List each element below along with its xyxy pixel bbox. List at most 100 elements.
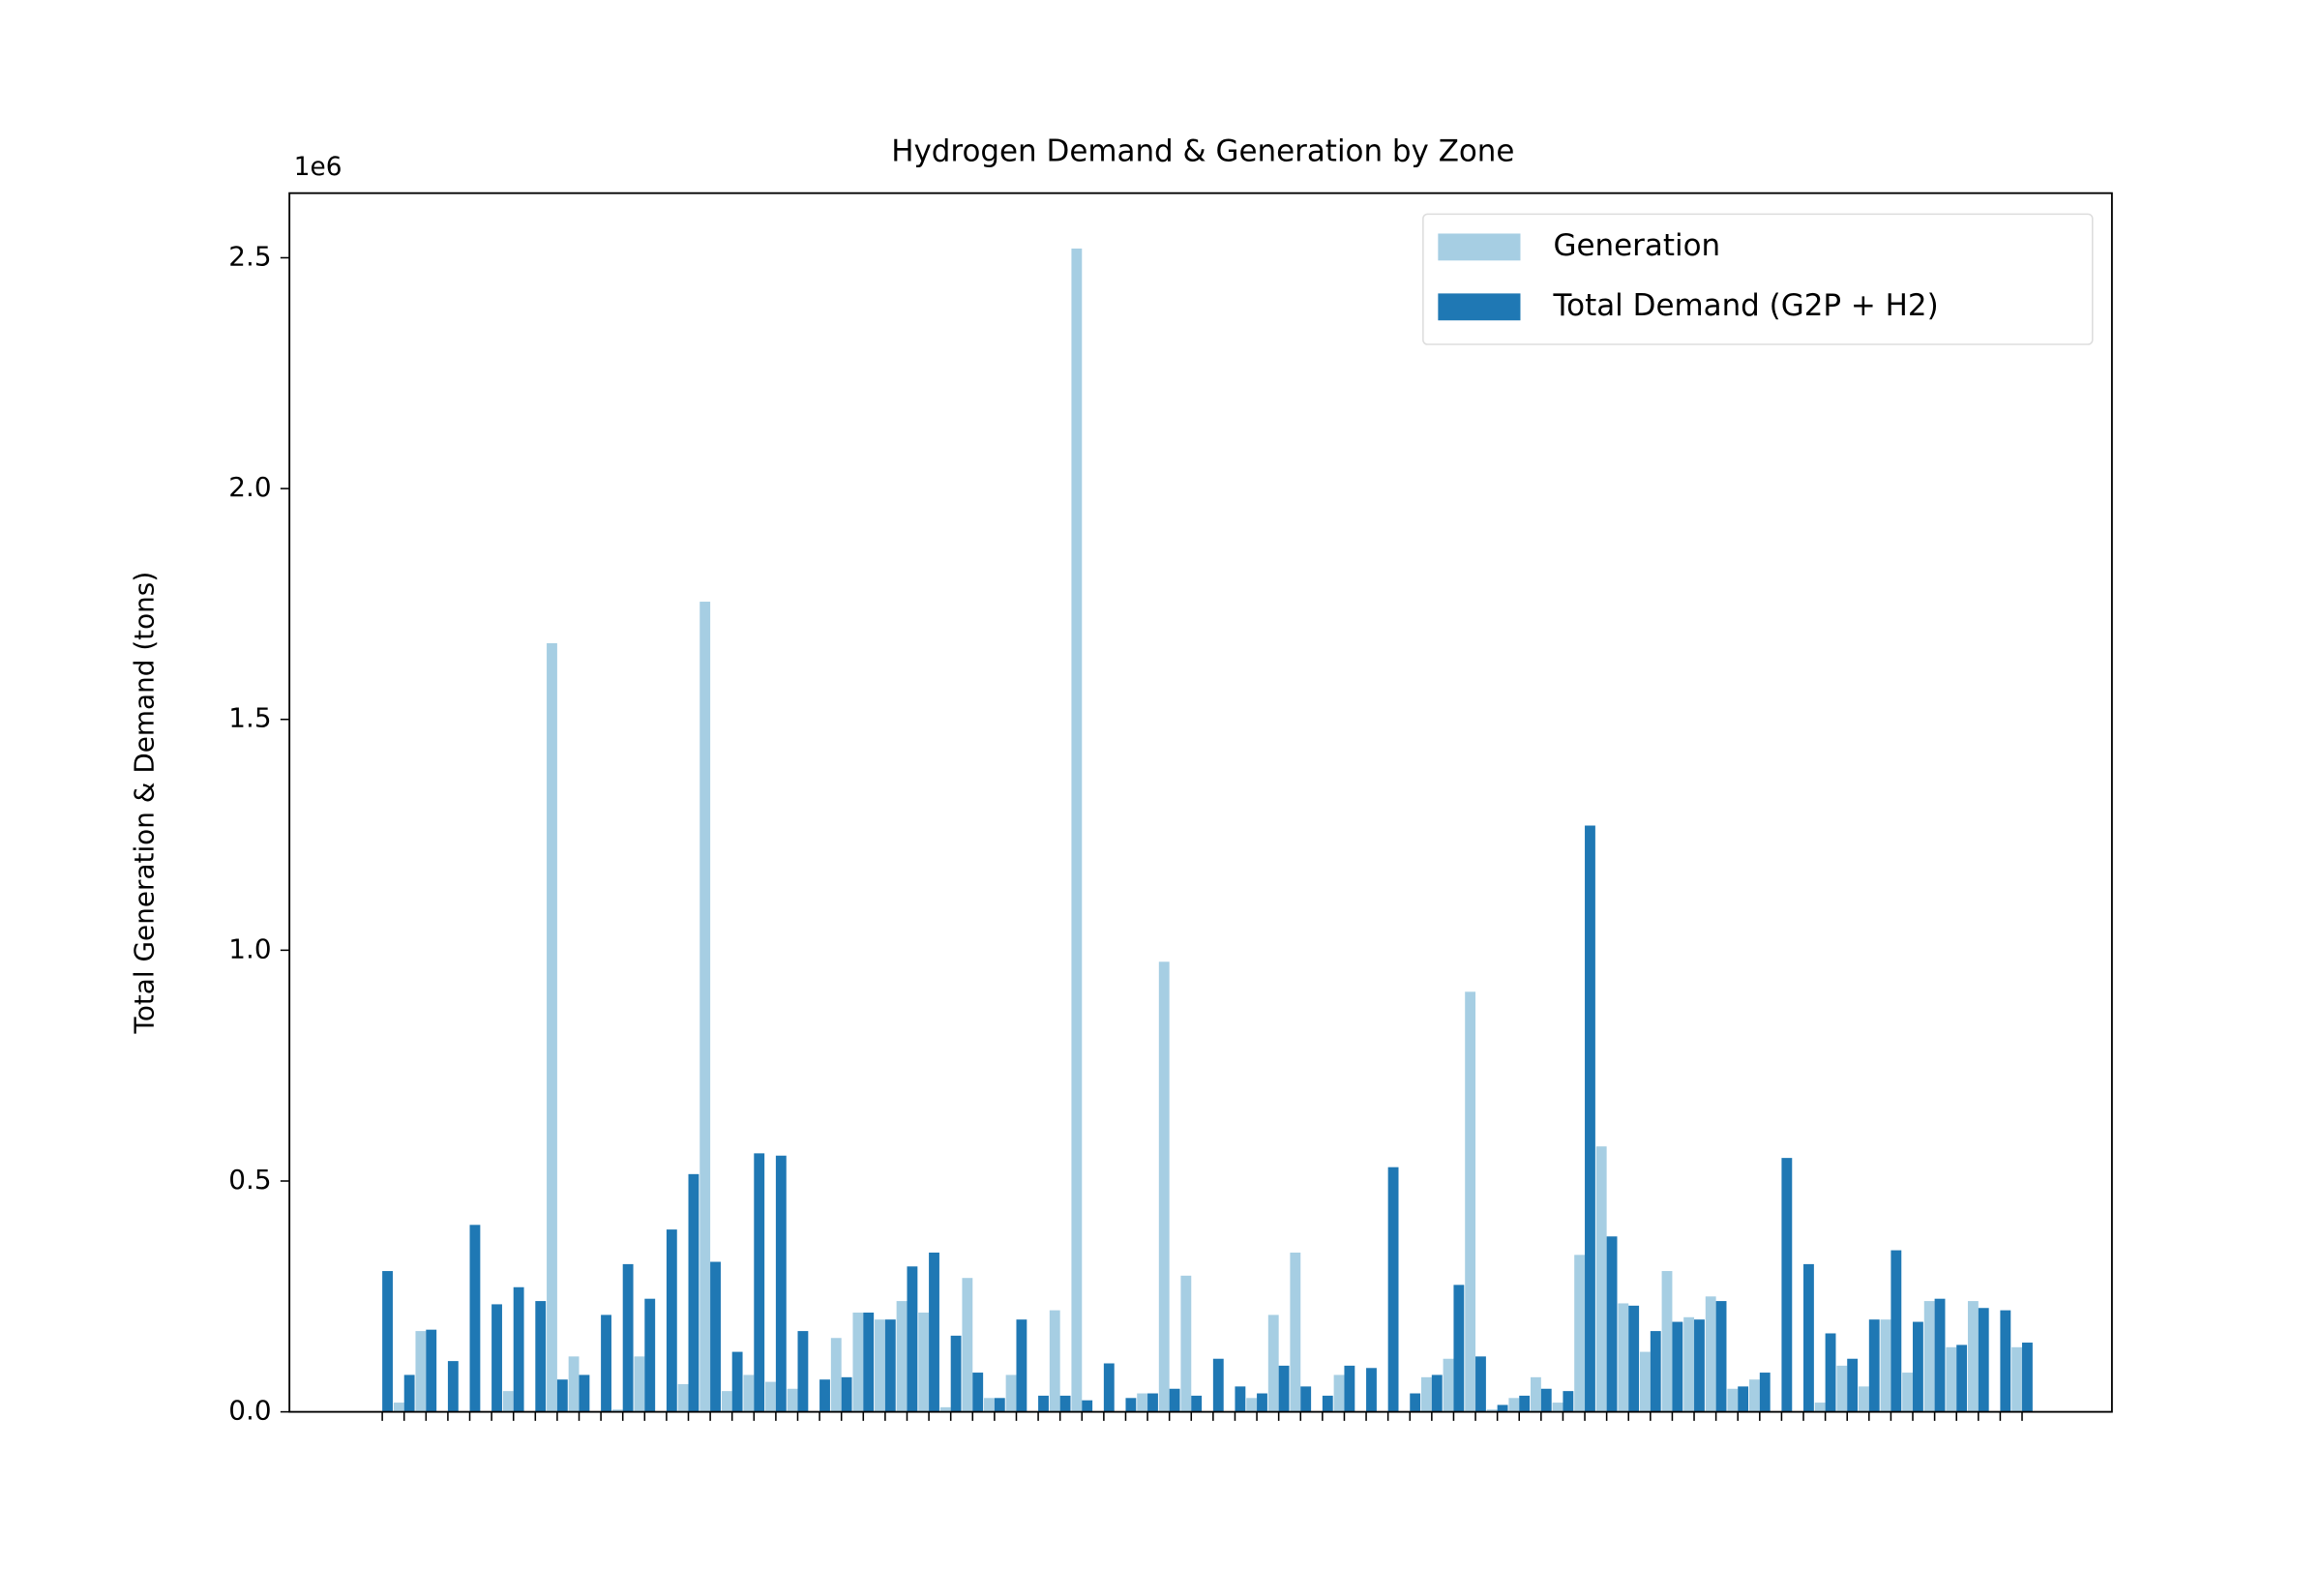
bar bbox=[535, 1301, 547, 1412]
bar bbox=[884, 1319, 896, 1412]
bar bbox=[1038, 1395, 1049, 1412]
bar bbox=[1803, 1263, 1814, 1412]
legend-box bbox=[1422, 213, 2094, 345]
y-offset-label: 1e6 bbox=[294, 153, 342, 182]
bar bbox=[1825, 1333, 1836, 1412]
bar bbox=[688, 1173, 700, 1412]
y-tick-label: 2.0 bbox=[228, 471, 271, 503]
bar bbox=[1781, 1158, 1793, 1412]
bar bbox=[1563, 1391, 1574, 1412]
bar bbox=[1705, 1296, 1716, 1412]
bar bbox=[1235, 1386, 1246, 1412]
bar bbox=[2000, 1310, 2011, 1412]
bar bbox=[841, 1376, 852, 1412]
bar bbox=[1212, 1358, 1224, 1412]
bar bbox=[1923, 1301, 1935, 1412]
bar bbox=[1180, 1275, 1192, 1412]
bar bbox=[1868, 1319, 1880, 1412]
legend-label: Total Demand (G2P + H2) bbox=[1553, 288, 1939, 323]
bar bbox=[1530, 1376, 1541, 1412]
bar bbox=[622, 1263, 634, 1412]
y-axis-label: Total Generation & Demand (tons) bbox=[129, 572, 161, 1035]
bar bbox=[415, 1331, 427, 1412]
bar bbox=[1902, 1373, 1914, 1412]
bar bbox=[1300, 1386, 1312, 1412]
bar bbox=[393, 1403, 404, 1412]
bar bbox=[1486, 1409, 1498, 1412]
bar bbox=[939, 1406, 951, 1412]
bar bbox=[797, 1331, 809, 1412]
bar bbox=[447, 1361, 459, 1412]
bar bbox=[1059, 1395, 1071, 1412]
bar bbox=[1005, 1374, 1017, 1412]
bar bbox=[1071, 248, 1083, 1412]
bar bbox=[929, 1252, 939, 1412]
legend-swatch bbox=[1438, 233, 1521, 261]
bar bbox=[1016, 1319, 1027, 1412]
bar bbox=[1049, 1310, 1060, 1412]
y-tick-label: 2.5 bbox=[228, 240, 271, 272]
bar bbox=[634, 1356, 645, 1412]
bar bbox=[775, 1155, 787, 1412]
bar bbox=[863, 1313, 875, 1412]
bar bbox=[579, 1374, 590, 1412]
bar bbox=[1858, 1386, 1869, 1412]
bar bbox=[907, 1266, 918, 1412]
bar bbox=[666, 1229, 677, 1412]
bar bbox=[601, 1315, 611, 1412]
bar bbox=[950, 1335, 962, 1412]
bar bbox=[972, 1373, 984, 1412]
bar bbox=[1715, 1301, 1727, 1412]
bar bbox=[710, 1261, 721, 1412]
bar bbox=[1759, 1373, 1771, 1412]
bar bbox=[1913, 1321, 1923, 1412]
bar bbox=[677, 1383, 689, 1412]
bar bbox=[568, 1356, 580, 1412]
bar bbox=[1387, 1167, 1399, 1412]
bar bbox=[852, 1313, 864, 1412]
bar bbox=[1946, 1346, 1957, 1412]
bar bbox=[1147, 1393, 1158, 1412]
bar bbox=[700, 602, 711, 1412]
bar bbox=[984, 1398, 995, 1412]
bar bbox=[1508, 1398, 1520, 1412]
bar bbox=[556, 1379, 568, 1412]
bar bbox=[787, 1388, 798, 1412]
bar bbox=[1125, 1398, 1137, 1412]
bar bbox=[426, 1329, 437, 1412]
bar bbox=[547, 642, 557, 1412]
bar bbox=[1978, 1308, 1989, 1412]
bar bbox=[1475, 1356, 1486, 1412]
bar bbox=[754, 1153, 765, 1412]
bar bbox=[765, 1381, 776, 1412]
plot-frame bbox=[288, 192, 2113, 1413]
bar bbox=[1618, 1303, 1629, 1412]
bar bbox=[1727, 1388, 1739, 1412]
y-tick-label: 0.0 bbox=[228, 1395, 271, 1427]
bar bbox=[1278, 1365, 1290, 1412]
bar bbox=[743, 1374, 755, 1412]
bar bbox=[1443, 1358, 1454, 1412]
bar bbox=[1552, 1403, 1563, 1412]
bar bbox=[1191, 1395, 1203, 1412]
bar bbox=[1431, 1374, 1443, 1412]
chart-title: Hydrogen Demand & Generation by Zone bbox=[891, 133, 1514, 168]
bar bbox=[1836, 1365, 1848, 1412]
bar bbox=[1103, 1363, 1115, 1412]
bar bbox=[1257, 1393, 1267, 1412]
bar bbox=[513, 1286, 524, 1412]
bar bbox=[1672, 1321, 1683, 1412]
bar bbox=[611, 1409, 623, 1412]
bar bbox=[1574, 1255, 1586, 1412]
bar bbox=[1683, 1316, 1695, 1412]
bar bbox=[1967, 1301, 1979, 1412]
y-tick-label: 1.5 bbox=[228, 702, 271, 734]
bar bbox=[1519, 1395, 1531, 1412]
bar bbox=[1650, 1331, 1661, 1412]
bar bbox=[896, 1301, 908, 1412]
bar bbox=[1322, 1395, 1333, 1412]
bar bbox=[2011, 1346, 2023, 1412]
bar bbox=[1585, 825, 1595, 1412]
